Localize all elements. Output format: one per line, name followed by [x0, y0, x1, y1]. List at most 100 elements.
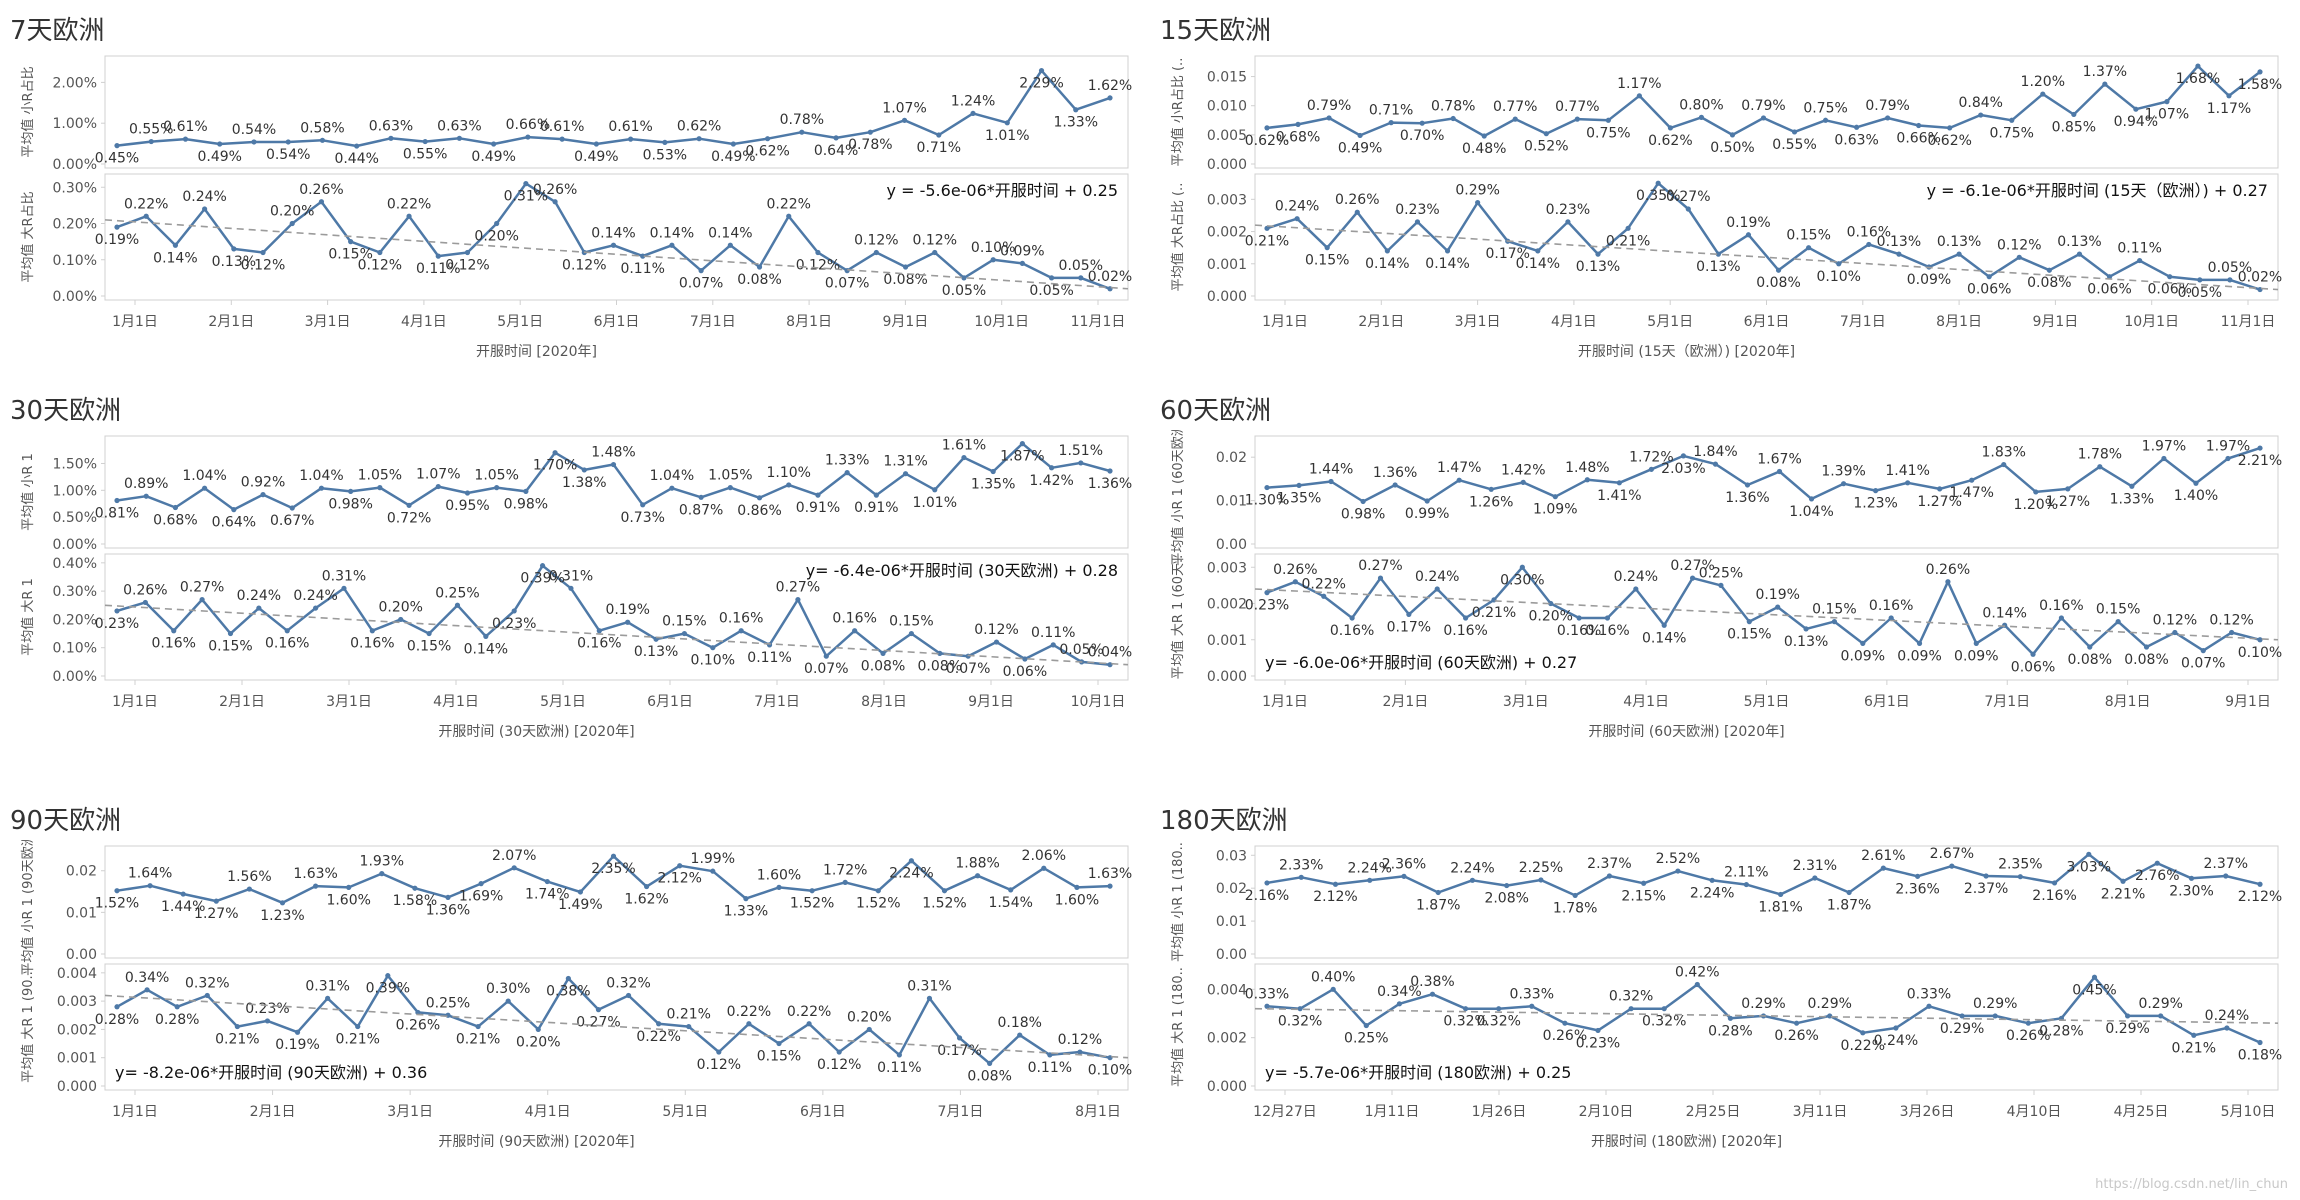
bottom-ytick-label: 0.002 [1207, 225, 1247, 241]
top-data-label: 1.67% [1757, 452, 1801, 468]
bottom-data-label: 0.09% [1841, 648, 1885, 664]
bottom-data-label: 0.11% [416, 261, 460, 277]
xtick-label: 2月1日 [208, 314, 254, 330]
bottom-data-point [896, 1052, 902, 1058]
bottom-data-point [348, 239, 354, 245]
top-data-point [279, 900, 286, 906]
top-data-point [1584, 477, 1590, 483]
bottom-ytick-label: 0.004 [57, 966, 97, 982]
top-data-point [412, 885, 418, 891]
bottom-data-point [377, 249, 383, 256]
bottom-ytick-label: 0.004 [1207, 982, 1247, 998]
top-data-point [710, 868, 716, 874]
bottom-data-point [1633, 586, 1639, 592]
bottom-data-label: 0.31% [549, 568, 593, 584]
top-data-point [875, 888, 881, 894]
xtick-label: 6月1日 [1864, 694, 1910, 710]
bottom-data-point [1294, 216, 1300, 222]
bottom-data-label: 0.19% [275, 1037, 319, 1053]
bottom-data-label: 0.05% [2178, 285, 2222, 301]
trend-line [104, 604, 1129, 666]
bottom-data-label: 0.08% [967, 1068, 1011, 1084]
top-data-point [577, 889, 584, 895]
bottom-data-point [523, 181, 529, 187]
top-data-point [1760, 115, 1767, 121]
bottom-data-point [1926, 1003, 1932, 1009]
top-data-point [1853, 124, 1860, 130]
top-data-point [1469, 877, 1476, 883]
top-ytick-label: 0.02 [1216, 881, 1247, 897]
top-data-point [815, 492, 821, 498]
bottom-ytick-label: 0.10% [53, 253, 97, 269]
top-data-point [941, 888, 948, 894]
bottom-data-label: 0.24% [182, 189, 226, 205]
top-data-label: 1.05% [708, 468, 752, 484]
bottom-data-label: 0.12% [445, 258, 489, 274]
top-data-label: 1.47% [1949, 485, 1993, 501]
top-ylabel: 平均值 小R 1 [20, 453, 36, 531]
bottom-data-label: 0.12% [1058, 1032, 1102, 1048]
top-ytick-label: 2.00% [53, 75, 97, 91]
bottom-data-label: 0.17% [1387, 619, 1431, 635]
bottom-data-point [1860, 1030, 1866, 1036]
bottom-data-label: 0.33% [1510, 986, 1554, 1002]
bottom-data-point [596, 628, 602, 634]
bottom-data-point [1463, 615, 1469, 621]
top-data-point [809, 888, 815, 894]
xtick-label: 6月1日 [1744, 314, 1790, 330]
bottom-data-point [144, 987, 150, 993]
bottom-data-label: 0.14% [591, 225, 635, 241]
bottom-ytick-label: 0.00% [53, 289, 97, 305]
top-data-point [1636, 93, 1642, 99]
bottom-data-point [202, 206, 208, 212]
top-data-label: 0.89% [124, 476, 168, 492]
top-ytick-label: 0.02 [1216, 450, 1247, 466]
bottom-data-label: 0.23% [1576, 1035, 1620, 1051]
top-data-point [1914, 873, 1921, 879]
bottom-data-point [1595, 251, 1601, 257]
xtick-label: 8月1日 [1075, 1104, 1121, 1120]
bottom-data-point [289, 220, 295, 227]
panel-title: 180天欧洲 [1160, 806, 1288, 836]
bottom-ytick-label: 0.003 [1207, 560, 1247, 576]
bottom-data-point [426, 630, 432, 637]
bottom-data-point [2227, 277, 2233, 283]
top-data-label: 2.15% [1621, 888, 1665, 904]
top-data-point [901, 117, 908, 123]
top-data-point [867, 129, 873, 135]
bottom-plot-frame [104, 963, 1129, 1091]
top-data-point [1504, 882, 1510, 889]
bottom-data-label: 0.12% [854, 233, 898, 249]
bottom-data-point [2030, 651, 2036, 657]
top-data-label: 1.52% [95, 896, 139, 912]
top-data-label: 1.17% [2207, 101, 2251, 117]
xtick-label: 3月11日 [1793, 1104, 1848, 1120]
bottom-data-point [1565, 219, 1571, 225]
top-series-line [1266, 853, 2261, 897]
top-data-label: 0.55% [1772, 137, 1816, 153]
bottom-data-point [2167, 274, 2173, 280]
panel-180day-europe: 180天欧洲 0.00 0.01 0.02 0.03 平均值 小R 1 (180.. 2.… [1160, 800, 2290, 1160]
bottom-data-label: 0.05% [1059, 642, 1103, 658]
top-data-label: 1.64% [128, 866, 172, 882]
top-data-point [464, 490, 471, 496]
bottom-data-label: 0.22% [124, 196, 168, 212]
top-data-label: 0.52% [1524, 139, 1568, 155]
xtick-label: 8月1日 [2105, 694, 2151, 710]
bottom-data-point [355, 1023, 361, 1030]
bottom-data-label: 0.11% [1028, 1060, 1072, 1076]
top-data-label: 1.69% [459, 889, 503, 905]
top-data-point [525, 134, 531, 140]
xtick-label: 7月1日 [690, 314, 736, 330]
top-data-label: 1.99% [691, 851, 735, 867]
top-data-label: 2.61% [1861, 848, 1905, 864]
bottom-data-label: 0.32% [606, 975, 650, 991]
bottom-data-label: 0.14% [464, 641, 508, 657]
bottom-data-point [1689, 575, 1696, 581]
bottom-data-point [595, 1007, 602, 1013]
bottom-data-point [1463, 1006, 1469, 1012]
top-plot-frame [104, 845, 1129, 959]
top-data-label: 0.63% [369, 118, 413, 134]
xtick-label: 8月1日 [786, 314, 832, 330]
bottom-data-label: 0.05% [1029, 283, 1073, 299]
